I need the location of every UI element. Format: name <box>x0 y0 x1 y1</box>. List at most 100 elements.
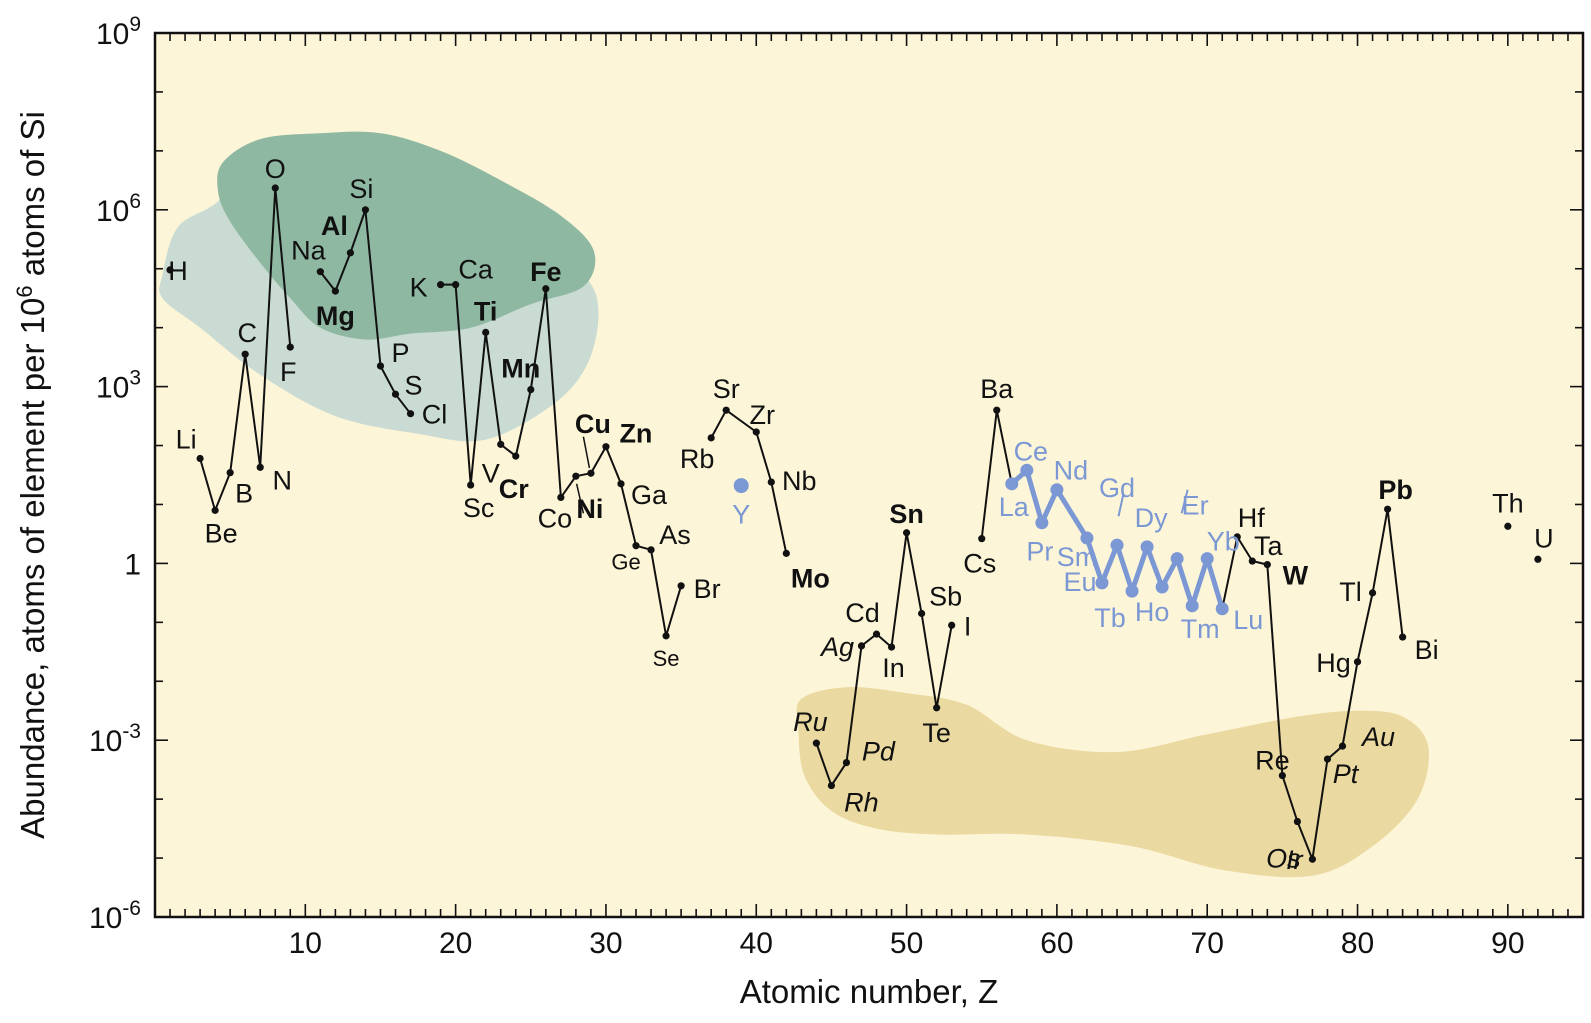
y-tick-label: 10-3 <box>89 720 141 758</box>
y-axis-title-superscript: 6 <box>12 285 37 297</box>
point-li <box>196 454 204 463</box>
point-cd <box>872 630 881 638</box>
point-si <box>361 206 370 214</box>
y-axis-title: Abundance, atoms of element per 106 atom… <box>12 111 51 839</box>
gold-region <box>796 687 1429 878</box>
point-th <box>1504 522 1512 530</box>
label-ru: Ru <box>793 707 828 737</box>
point-pr <box>1035 516 1049 530</box>
label-ir: Ir <box>1286 845 1304 875</box>
label-ba: Ba <box>980 374 1014 404</box>
point-hg <box>1353 658 1362 666</box>
label-tm: Tm <box>1181 614 1220 644</box>
point-na <box>316 268 324 276</box>
point-ir <box>1308 855 1317 863</box>
point-ti <box>482 328 490 336</box>
point-al <box>346 249 355 257</box>
label-sn: Sn <box>889 499 924 529</box>
label-v: V <box>482 458 500 488</box>
point-eu <box>1095 576 1109 590</box>
y-tick-label: 109 <box>96 13 141 51</box>
point-ce <box>1020 463 1034 477</box>
point-pb <box>1383 505 1392 513</box>
y-tick-exponent: 9 <box>129 13 141 36</box>
point-cu <box>587 469 595 477</box>
x-tick-label: 10 <box>289 927 322 960</box>
point-dy <box>1140 540 1154 554</box>
point-be <box>211 506 219 514</box>
label-p: P <box>391 338 409 368</box>
label-i: I <box>964 611 972 641</box>
label-c: C <box>237 318 257 348</box>
label-eu: Eu <box>1063 567 1096 597</box>
point-o <box>271 184 279 192</box>
x-tick-label: 50 <box>890 927 923 960</box>
point-la <box>1005 477 1019 491</box>
y-axis-title-part: atoms of Si <box>14 111 51 285</box>
point-sm <box>1080 531 1094 545</box>
point-lu <box>1215 602 1229 616</box>
label-w: W <box>1283 561 1309 591</box>
highlight-regions <box>159 131 1429 878</box>
point-yb <box>1200 552 1214 566</box>
point-pt <box>1323 755 1332 763</box>
point-in <box>887 643 896 651</box>
label-ni: Ni <box>576 494 603 524</box>
label-s: S <box>404 370 422 400</box>
label-al: Al <box>321 211 348 241</box>
label-zr: Zr <box>750 400 775 430</box>
point-sr <box>722 406 730 414</box>
point-ru <box>812 739 820 747</box>
label-co: Co <box>538 503 573 533</box>
point-hf <box>1233 533 1241 541</box>
y-tick-base: 10 <box>89 902 122 935</box>
label-nb: Nb <box>782 466 817 496</box>
point-cr <box>512 452 520 460</box>
point-ba <box>993 406 1001 414</box>
point-zr <box>752 428 760 436</box>
point-p <box>376 362 385 370</box>
point-sb <box>918 609 926 618</box>
label-fe: Fe <box>530 257 562 287</box>
point-cs <box>978 535 986 543</box>
label-pr: Pr <box>1026 537 1053 567</box>
point-ho <box>1155 580 1169 594</box>
x-tick-label: 80 <box>1341 927 1374 960</box>
x-axis-title: Atomic number, Z <box>740 973 999 1010</box>
label-na: Na <box>291 236 326 266</box>
y-tick-label: 106 <box>96 190 141 228</box>
point-au <box>1338 742 1347 750</box>
point-mo <box>782 549 790 557</box>
label-in: In <box>882 653 905 683</box>
point-c <box>241 350 249 358</box>
axis-ticks <box>153 31 1585 919</box>
point-co <box>557 493 565 501</box>
point-f <box>286 343 294 351</box>
label-n: N <box>272 465 292 495</box>
series-line <box>815 531 953 787</box>
label-si: Si <box>349 174 373 204</box>
data-points <box>166 184 1542 863</box>
label-li: Li <box>176 424 197 454</box>
label-y: Y <box>732 500 750 530</box>
y-tick-base: 10 <box>96 195 129 228</box>
point-n <box>256 463 264 471</box>
leader-er <box>1180 489 1189 514</box>
y-tick-base: 10 <box>89 725 122 758</box>
y-tick-label: 103 <box>96 367 141 405</box>
point-s <box>391 390 400 398</box>
label-ge: Ge <box>611 550 640 575</box>
label-ho: Ho <box>1135 597 1170 627</box>
point-te <box>933 704 941 712</box>
label-ce: Ce <box>1014 436 1049 466</box>
label-lu: Lu <box>1233 605 1263 635</box>
label-as: As <box>659 520 691 550</box>
point-cl <box>406 410 415 418</box>
point-b <box>226 469 234 477</box>
point-er <box>1170 552 1184 566</box>
label-ta: Ta <box>1254 531 1284 561</box>
label-f: F <box>280 357 297 387</box>
point-tm <box>1185 599 1199 613</box>
y-tick-exponent: -3 <box>122 720 141 743</box>
